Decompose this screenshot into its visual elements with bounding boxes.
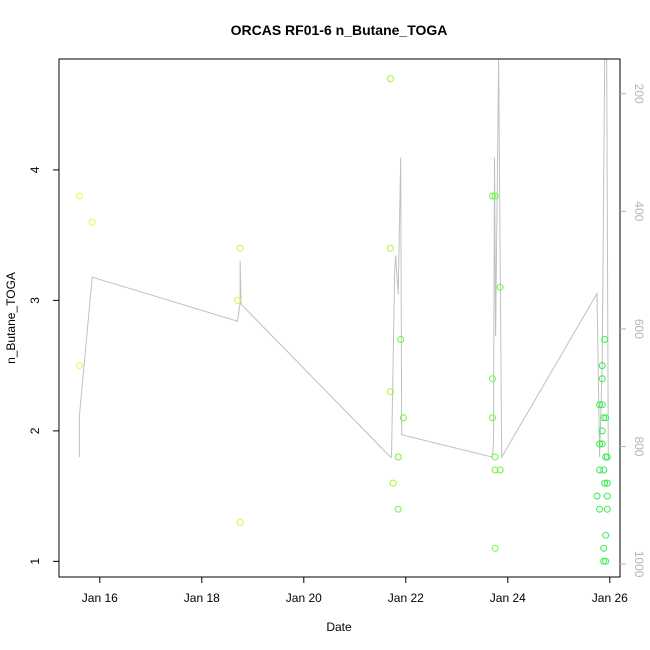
data-point-7 — [387, 244, 394, 252]
chart-title: ORCAS RF01-6 n_Butane_TOGA — [231, 22, 448, 38]
right-tick-label-1: 400 — [632, 201, 646, 221]
data-point-14 — [489, 192, 496, 200]
x-tick-label-2: Jan 20 — [286, 591, 322, 605]
data-point-0 — [75, 192, 83, 200]
data-point-44 — [603, 479, 611, 487]
data-point-24 — [596, 401, 604, 409]
data-point-34 — [600, 466, 608, 474]
data-point-37 — [601, 336, 609, 343]
data-point-10 — [394, 453, 402, 461]
data-point-38 — [601, 479, 609, 487]
data-point-25 — [596, 440, 604, 448]
data-point-33 — [600, 414, 608, 422]
data-point-29 — [598, 375, 606, 383]
y-axis-label: n_Butane_TOGA — [4, 272, 18, 364]
data-point-15 — [491, 192, 499, 200]
x-tick-label-3: Jan 22 — [388, 591, 424, 605]
data-point-12 — [397, 336, 405, 343]
data-point-11 — [394, 505, 402, 513]
data-point-42 — [602, 557, 610, 565]
data-point-39 — [602, 414, 610, 422]
data-point-30 — [598, 401, 606, 409]
data-point-19 — [491, 466, 499, 474]
data-point-41 — [602, 531, 610, 539]
data-point-3 — [234, 296, 241, 304]
data-point-22 — [496, 466, 504, 474]
data-point-28 — [598, 362, 606, 370]
data-point-45 — [603, 492, 611, 500]
data-point-6 — [387, 75, 394, 83]
data-point-21 — [496, 283, 504, 291]
data-point-5 — [236, 518, 244, 526]
y-tick-label-3: 4 — [28, 166, 42, 173]
x-tick-label-1: Jan 18 — [184, 591, 220, 605]
y-axis-left: 1 2 3 4 — [28, 166, 59, 565]
data-point-16 — [489, 375, 496, 383]
y-axis-right: 200 400 600 800 1000 — [620, 84, 646, 578]
data-point-13 — [399, 414, 407, 422]
right-tick-label-0: 200 — [632, 84, 646, 104]
y-tick-label-1: 2 — [28, 427, 42, 434]
data-point-2 — [88, 218, 96, 226]
data-point-46 — [603, 505, 611, 513]
data-point-1 — [75, 362, 83, 370]
right-tick-label-4: 1000 — [632, 551, 646, 578]
data-point-26 — [596, 466, 604, 474]
right-tick-label-2: 600 — [632, 319, 646, 339]
data-point-17 — [489, 414, 496, 422]
data-point-35 — [600, 544, 608, 552]
data-point-27 — [596, 505, 604, 513]
x-tick-label-4: Jan 24 — [490, 591, 526, 605]
data-point-32 — [598, 440, 606, 448]
data-point-43 — [603, 453, 611, 461]
right-tick-label-3: 800 — [632, 436, 646, 456]
y-tick-label-2: 3 — [28, 297, 42, 304]
data-point-36 — [600, 557, 608, 565]
y-tick-label-0: 1 — [28, 558, 42, 565]
data-point-31 — [598, 427, 606, 435]
data-point-9 — [389, 479, 397, 487]
series-line — [78, 58, 609, 459]
plot-frame — [58, 58, 621, 578]
x-tick-label-0: Jan 16 — [82, 591, 118, 605]
data-point-20 — [491, 544, 499, 552]
x-tick-label-5: Jan 26 — [592, 591, 628, 605]
x-axis: Jan 16 Jan 18 Jan 20 Jan 22 Jan 24 Jan 26 — [82, 577, 628, 605]
x-axis-label: Date — [326, 620, 352, 634]
plot-marks — [75, 58, 611, 565]
data-point-23 — [593, 492, 601, 500]
data-point-4 — [236, 244, 244, 252]
data-point-8 — [387, 388, 394, 396]
data-point-18 — [491, 453, 499, 461]
